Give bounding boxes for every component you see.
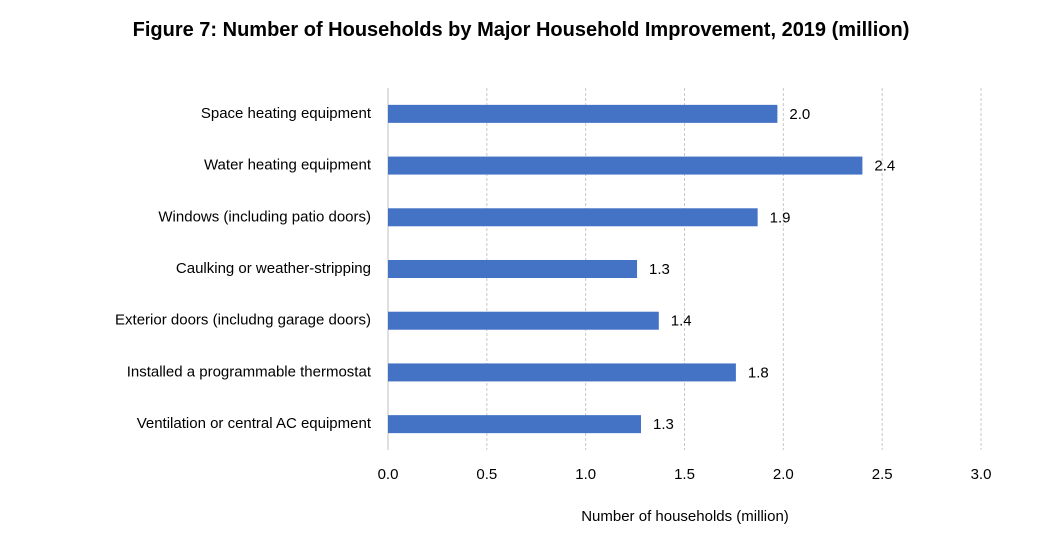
x-tick-label: 2.5 [872, 466, 893, 483]
bar [388, 156, 863, 175]
y-tick-label: Water heating equipment [204, 157, 372, 174]
bar [388, 104, 778, 123]
x-tick-label: 0.5 [476, 466, 497, 483]
x-tick-label: 0.0 [378, 466, 399, 483]
y-tick-label: Space heating equipment [201, 105, 372, 122]
data-label: 1.9 [770, 209, 791, 226]
y-tick-label: Windows (including patio doors) [158, 208, 371, 225]
x-tick-label: 2.0 [773, 466, 794, 483]
y-tick-label: Installed a programmable thermostat [127, 363, 372, 380]
y-tick-label: Caulking or weather-stripping [176, 260, 371, 277]
data-label: 1.8 [748, 364, 769, 381]
y-tick-label: Ventilation or central AC equipment [137, 415, 372, 432]
bar [388, 415, 642, 434]
bar [388, 363, 736, 382]
chart-title: Figure 7: Number of Households by Major … [132, 19, 910, 41]
x-tick-label: 1.5 [674, 466, 695, 483]
y-tick-label: Exterior doors (includng garage doors) [115, 312, 371, 329]
x-tick-label: 1.0 [575, 466, 596, 483]
bar [388, 208, 758, 227]
data-label: 1.3 [649, 261, 670, 278]
x-tick-label: 3.0 [971, 466, 992, 483]
x-axis-title: Number of households (million) [581, 508, 789, 525]
data-label: 2.0 [789, 106, 810, 123]
data-label: 1.3 [653, 416, 674, 433]
bar [388, 311, 659, 330]
data-label: 1.4 [671, 313, 692, 330]
bar [388, 260, 638, 278]
data-label: 2.4 [874, 158, 895, 175]
